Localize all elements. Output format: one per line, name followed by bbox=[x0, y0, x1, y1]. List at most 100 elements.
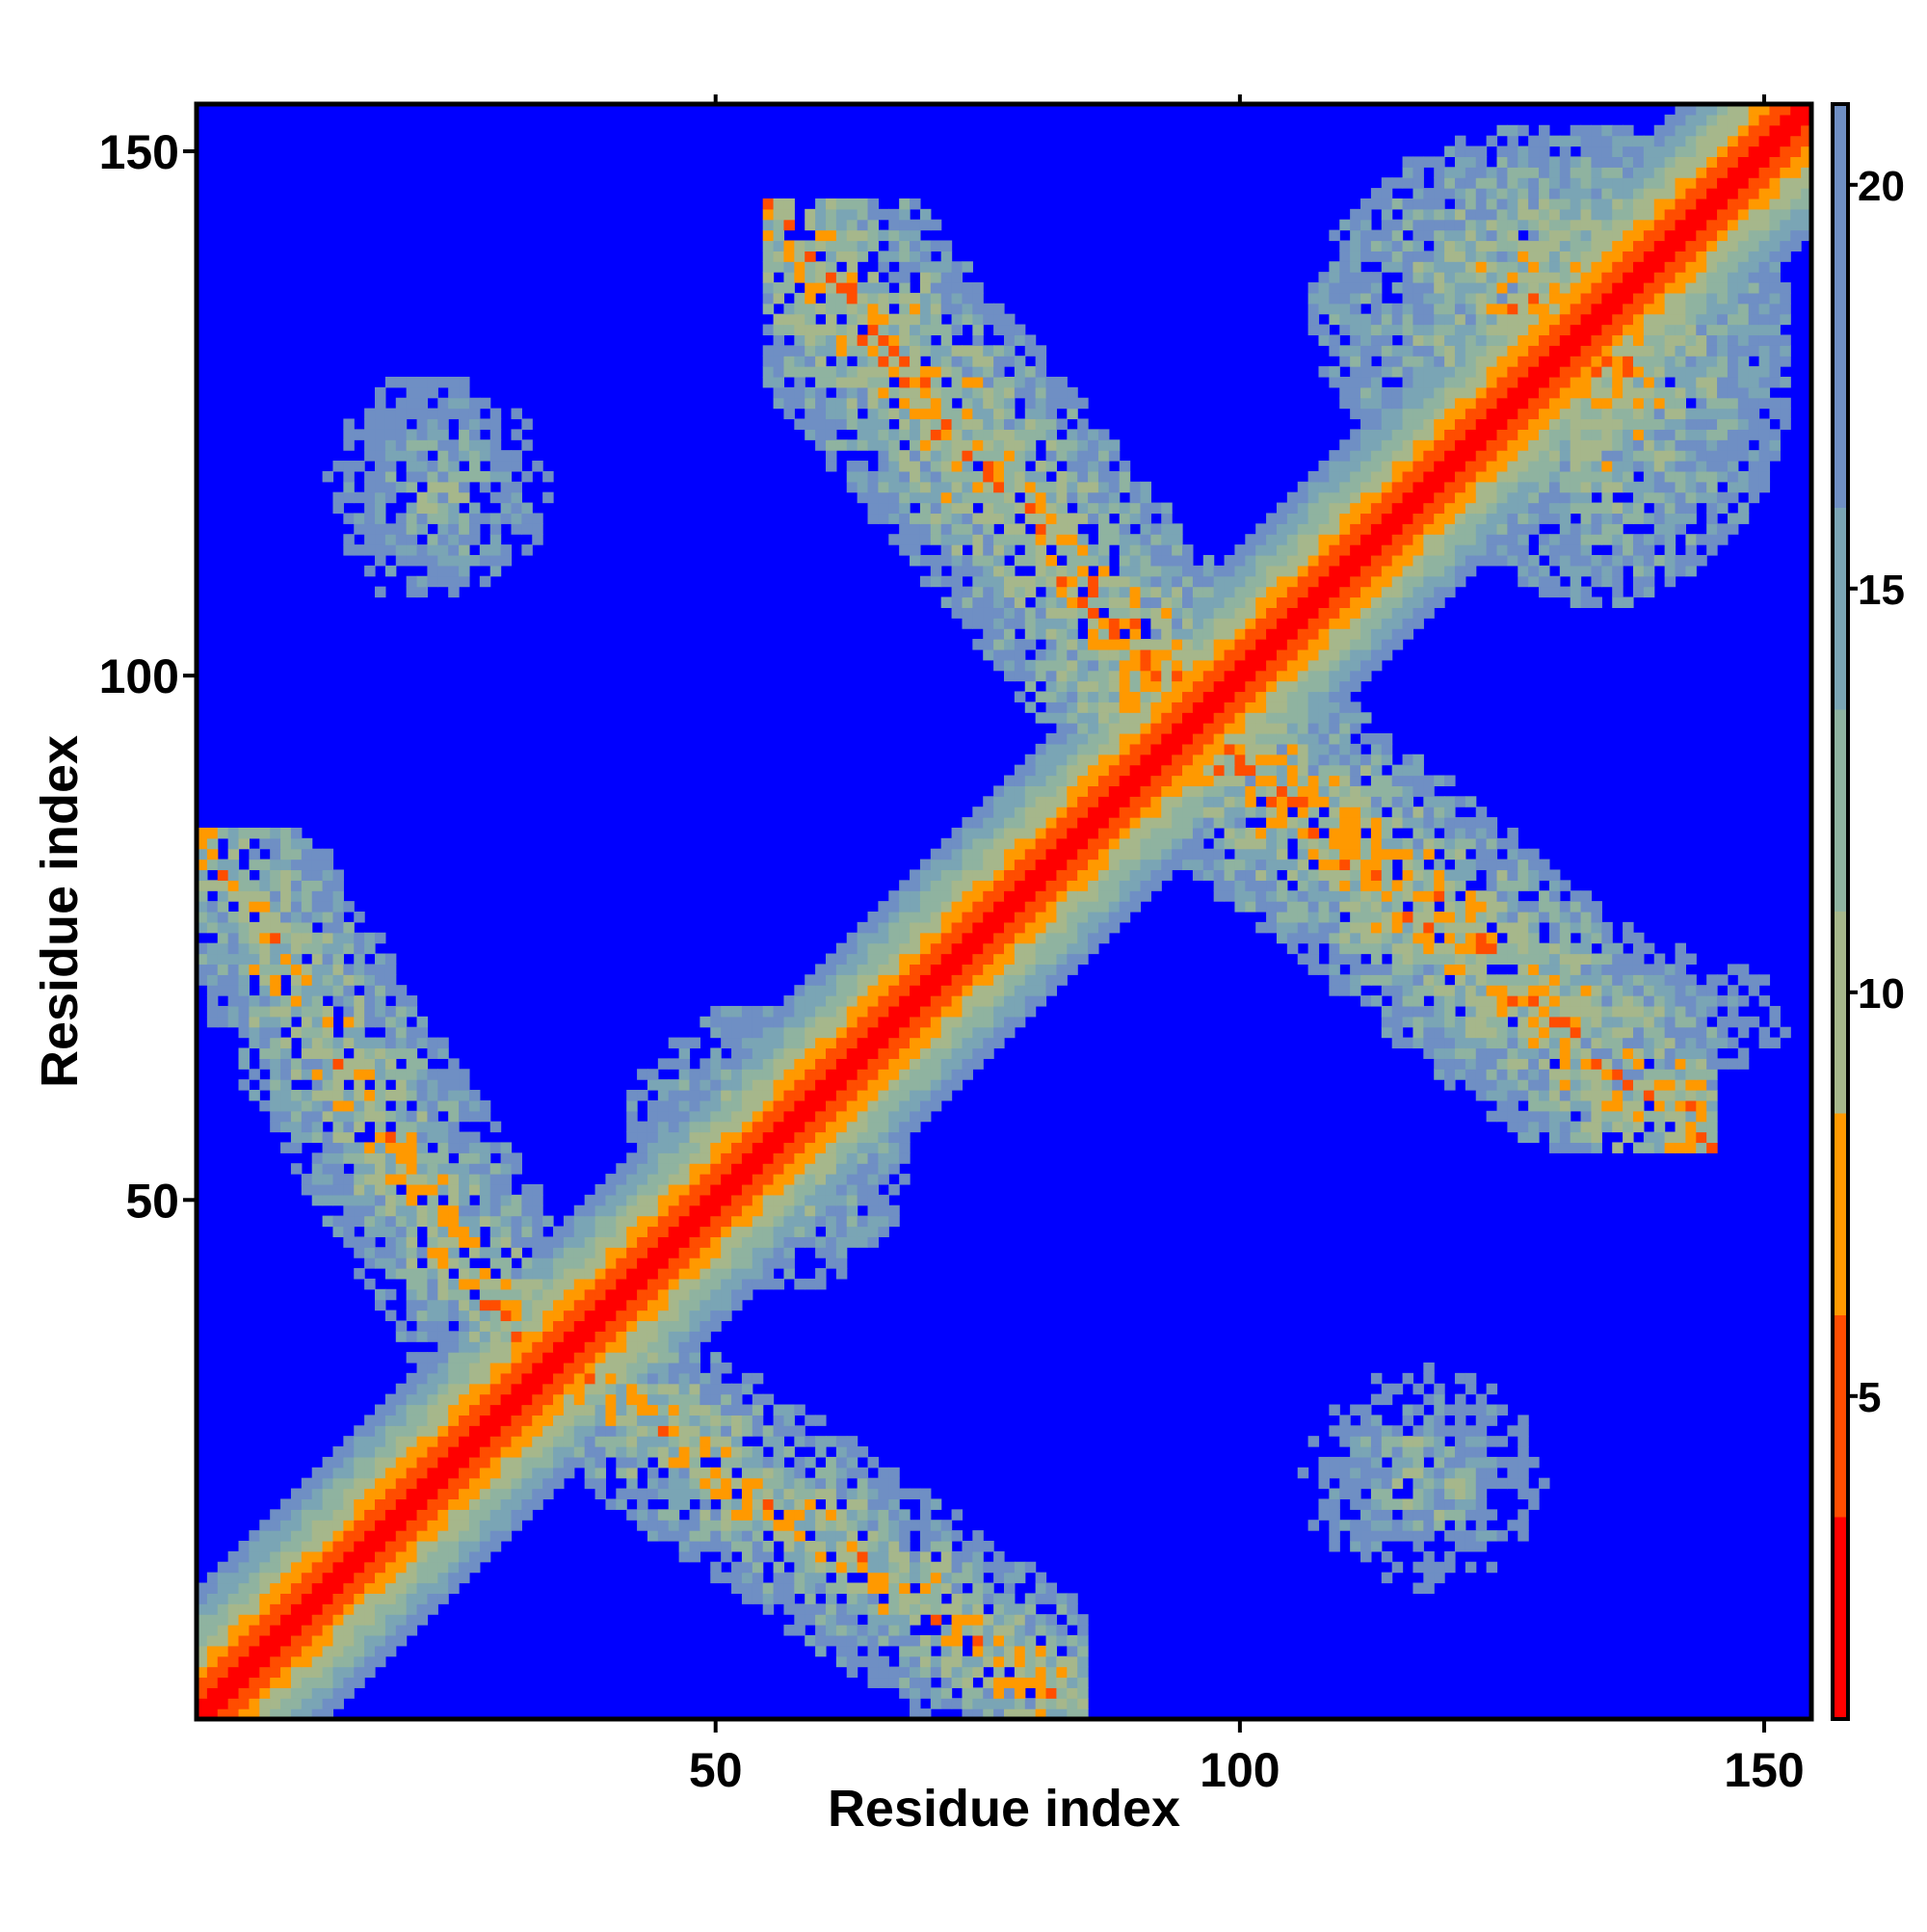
heatmap-cell bbox=[710, 1436, 722, 1447]
heatmap-cell bbox=[1737, 995, 1750, 1007]
heatmap-cell bbox=[1088, 807, 1099, 818]
heatmap-cell bbox=[1664, 995, 1676, 1007]
heatmap-cell bbox=[710, 1278, 722, 1290]
heatmap-cell bbox=[521, 1467, 533, 1479]
heatmap-cell bbox=[657, 1099, 670, 1112]
heatmap-cell bbox=[1045, 785, 1058, 797]
heatmap-cell bbox=[637, 1247, 648, 1258]
heatmap-cell bbox=[343, 1204, 355, 1217]
heatmap-cell bbox=[1412, 775, 1424, 786]
heatmap-cell bbox=[354, 1047, 365, 1059]
heatmap-cell bbox=[1339, 901, 1351, 913]
heatmap-cell bbox=[1623, 1079, 1634, 1091]
heatmap-cell bbox=[815, 1047, 827, 1059]
heatmap-cell bbox=[301, 1550, 313, 1563]
heatmap-cell bbox=[1266, 912, 1278, 923]
heatmap-cell bbox=[940, 1090, 953, 1101]
heatmap-cell bbox=[1423, 1561, 1435, 1574]
heatmap-cell bbox=[605, 1268, 617, 1280]
heatmap-cell bbox=[605, 1425, 617, 1437]
heatmap-cell bbox=[993, 921, 1005, 934]
heatmap-cell bbox=[1004, 796, 1016, 807]
heatmap-cell bbox=[1339, 1436, 1351, 1447]
heatmap-cell bbox=[1381, 1477, 1393, 1490]
heatmap-cell bbox=[1548, 1099, 1561, 1112]
heatmap-cell bbox=[835, 1520, 848, 1531]
heatmap-cell bbox=[238, 1079, 251, 1091]
heatmap-cell bbox=[354, 1550, 365, 1563]
heatmap-cell bbox=[416, 1352, 429, 1363]
heatmap-cell bbox=[1329, 1520, 1340, 1531]
heatmap-cell bbox=[835, 1477, 848, 1490]
heatmap-cell bbox=[647, 1383, 659, 1395]
heatmap-cell bbox=[375, 1226, 386, 1237]
heatmap-cell bbox=[1737, 1047, 1750, 1059]
heatmap-cell bbox=[1035, 827, 1047, 839]
heatmap-cell bbox=[710, 1520, 722, 1531]
heatmap-cell bbox=[1182, 837, 1194, 850]
heatmap-cell bbox=[354, 1174, 365, 1185]
heatmap-cell bbox=[1434, 953, 1445, 966]
heatmap-cell bbox=[815, 985, 827, 996]
heatmap-cell bbox=[384, 1005, 397, 1018]
heatmap-cell bbox=[1559, 1026, 1571, 1039]
heatmap-cell bbox=[406, 1331, 418, 1342]
heatmap-cell bbox=[489, 1362, 502, 1374]
heatmap-cell bbox=[637, 1299, 648, 1311]
heatmap-cell bbox=[1024, 1005, 1037, 1018]
heatmap-cell bbox=[542, 1236, 554, 1248]
heatmap-cell bbox=[197, 953, 208, 966]
heatmap-cell bbox=[1643, 1005, 1655, 1018]
heatmap-cell bbox=[616, 1446, 627, 1458]
heatmap-cell bbox=[647, 1131, 659, 1144]
heatmap-cell bbox=[416, 1404, 429, 1416]
heatmap-cell bbox=[616, 1204, 627, 1217]
heatmap-cell bbox=[437, 1099, 449, 1112]
heatmap-cell bbox=[878, 921, 889, 934]
heatmap-cell bbox=[354, 1215, 365, 1228]
heatmap-cell bbox=[888, 1026, 900, 1039]
heatmap-cell bbox=[1528, 1005, 1540, 1018]
heatmap-cell bbox=[1056, 1593, 1068, 1604]
heatmap-cell bbox=[1161, 764, 1173, 777]
heatmap-cell bbox=[1623, 1131, 1634, 1144]
heatmap-cell bbox=[846, 1047, 858, 1059]
heatmap-cell bbox=[930, 1016, 942, 1028]
heatmap-cell bbox=[1381, 1425, 1393, 1437]
heatmap-cell bbox=[1004, 1582, 1016, 1594]
heatmap-cell bbox=[500, 1152, 513, 1164]
heatmap-cell bbox=[1391, 912, 1404, 923]
heatmap-cell bbox=[322, 1520, 334, 1531]
heatmap-cell bbox=[668, 1257, 680, 1269]
heatmap-cell bbox=[857, 964, 869, 975]
heatmap-cell bbox=[846, 1509, 858, 1521]
heatmap-cell bbox=[500, 1299, 513, 1311]
heatmap-cell bbox=[752, 1152, 764, 1164]
heatmap-cell bbox=[459, 1477, 470, 1490]
heatmap-cell bbox=[657, 1404, 670, 1416]
heatmap-cell bbox=[259, 1540, 271, 1552]
heatmap-cell bbox=[227, 942, 240, 955]
heatmap-cell bbox=[657, 1090, 670, 1101]
heatmap-cell bbox=[322, 921, 334, 934]
heatmap-cell bbox=[384, 1069, 397, 1080]
heatmap-cell bbox=[846, 1174, 858, 1185]
heatmap-cell bbox=[773, 1142, 785, 1153]
heatmap-cell bbox=[375, 1603, 386, 1615]
heatmap-cell bbox=[1024, 775, 1037, 786]
heatmap-cell bbox=[721, 1037, 732, 1049]
heatmap-cell bbox=[962, 1037, 973, 1049]
heatmap-cell bbox=[721, 1194, 732, 1206]
heatmap-cell bbox=[752, 1183, 764, 1196]
heatmap-cell bbox=[354, 1436, 365, 1447]
heatmap-cell bbox=[1454, 974, 1466, 986]
heatmap-cell bbox=[972, 817, 984, 829]
heatmap-cell bbox=[1004, 848, 1016, 860]
heatmap-cell bbox=[940, 1677, 953, 1688]
heatmap-cell bbox=[395, 1498, 408, 1510]
heatmap-cell bbox=[1004, 1005, 1016, 1018]
heatmap-cell bbox=[1507, 1425, 1518, 1437]
heatmap-cell bbox=[930, 1614, 942, 1626]
heatmap-cell bbox=[1580, 1131, 1593, 1144]
heatmap-cell bbox=[741, 1204, 753, 1217]
